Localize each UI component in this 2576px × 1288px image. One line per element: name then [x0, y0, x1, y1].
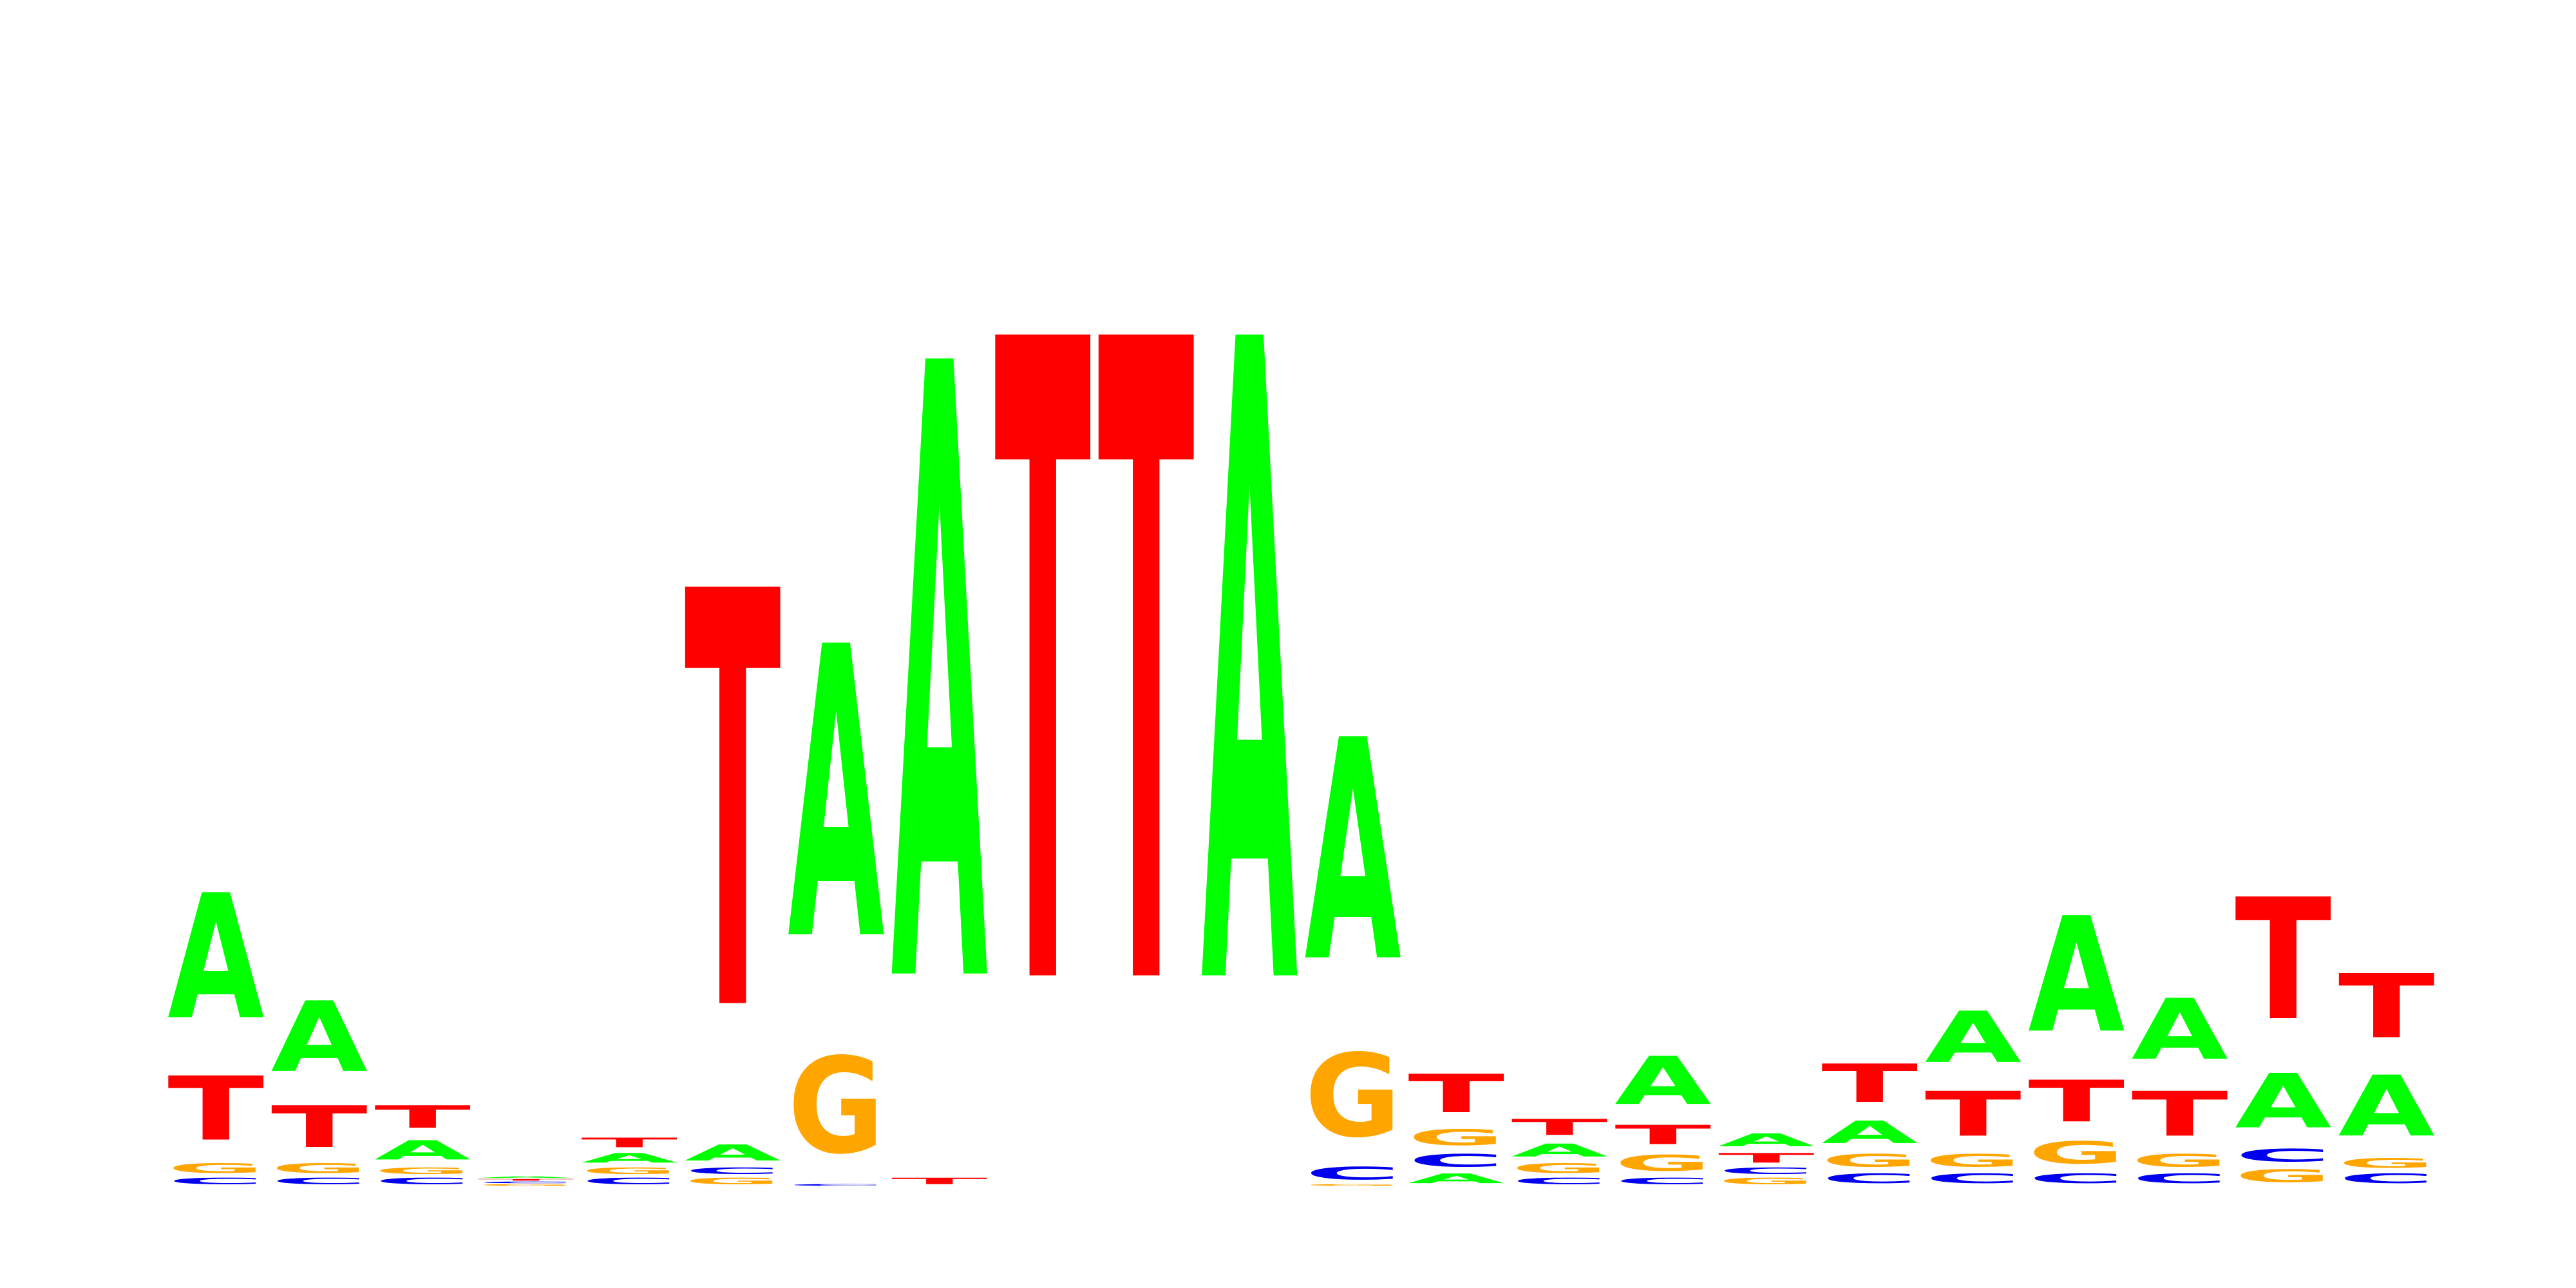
logo-letter-pos7-c-0: C — [788, 1184, 884, 1186]
logo-letter-pos21-g-0: G — [2235, 1166, 2331, 1186]
logo-letter-pos19-c-0: C — [2028, 1171, 2125, 1186]
logo-letter-pos20-a-3: A — [2132, 981, 2228, 1079]
logo-letter-pos1-a-3: A — [167, 858, 264, 1057]
logo-letter-pos13-g-2: G — [1408, 1124, 1504, 1150]
logo-letter-pos15-g-1: G — [1615, 1150, 1711, 1176]
logo-letter-pos18-a-3: A — [1925, 997, 2022, 1079]
logo-letter-pos19-g-1: G — [2028, 1135, 2125, 1171]
logo-letter-pos22-c-0: C — [2338, 1171, 2435, 1186]
logo-letter-pos12-g-0: G — [1305, 1184, 1401, 1186]
logo-letter-pos14-a-2: A — [1511, 1140, 1608, 1160]
logo-letter-pos16-t-2: T — [1718, 1150, 1815, 1166]
logo-letter-pos15-t-2: T — [1615, 1120, 1711, 1151]
logo-letter-pos18-t-2: T — [1925, 1079, 2022, 1150]
logo-letter-pos14-t-3: T — [1511, 1115, 1608, 1141]
logo-letter-pos21-a-2: A — [2235, 1058, 2331, 1145]
logo-letter-pos14-c-0: C — [1511, 1176, 1608, 1186]
logo-letter-pos17-c-0: C — [1821, 1171, 1918, 1186]
logo-letter-pos14-g-1: G — [1511, 1160, 1608, 1176]
logo-letter-pos8-t-0: T — [891, 1176, 988, 1186]
logo-letter-pos5-g-1: G — [581, 1166, 677, 1176]
logo-letter-pos8-a-1: A — [891, 191, 989, 1173]
logo-letter-pos16-g-0: G — [1718, 1176, 1815, 1186]
logo-letter-pos6-a-2: A — [685, 1140, 781, 1166]
logo-letter-pos11-a-0: A — [1201, 159, 1298, 1182]
logo-letter-pos17-t-3: T — [1821, 1054, 1918, 1115]
logo-letter-pos3-t-3: T — [374, 1099, 471, 1135]
logo-letter-pos15-a-3: A — [1615, 1043, 1711, 1120]
logo-letter-pos2-a-3: A — [271, 981, 368, 1094]
logo-letter-pos3-c-0: C — [374, 1176, 471, 1186]
logo-letter-pos2-c-0: C — [271, 1176, 368, 1186]
logo-letter-pos13-a-0: A — [1408, 1171, 1504, 1186]
logo-letter-pos6-g-0: G — [685, 1176, 781, 1186]
logo-letter-pos16-a-3: A — [1718, 1130, 1815, 1151]
logo-letter-pos9-t-0: T — [994, 160, 1092, 1183]
logo-letter-pos22-a-2: A — [2338, 1058, 2435, 1155]
logo-letter-pos21-c-1: C — [2235, 1146, 2331, 1166]
logo-letter-pos2-t-2: T — [271, 1094, 368, 1160]
logo-letter-pos21-t-3: T — [2235, 863, 2331, 1057]
logo-letter-pos17-g-1: G — [1821, 1150, 1918, 1171]
logo-letter-pos5-t-3: T — [581, 1135, 677, 1150]
logo-letter-pos19-a-3: A — [2028, 885, 2125, 1068]
logo-letter-pos13-t-3: T — [1408, 1063, 1504, 1124]
logo-letter-pos19-t-2: T — [2028, 1068, 2125, 1135]
logo-letter-pos4-a-3: A — [478, 1176, 574, 1179]
logo-letter-pos7-a-2: A — [788, 564, 885, 1028]
logo-letter-pos13-c-1: C — [1408, 1151, 1504, 1171]
logo-letter-pos3-g-1: G — [374, 1166, 471, 1176]
logo-letter-pos1-g-1: G — [167, 1160, 264, 1176]
logo-letter-pos20-g-1: G — [2132, 1150, 2228, 1171]
logo-letter-pos10-t-0: T — [1098, 160, 1195, 1183]
logo-letter-pos18-g-1: G — [1925, 1150, 2022, 1171]
logo-letter-pos4-c-1: C — [478, 1181, 574, 1184]
logo-letter-pos6-t-3: T — [685, 473, 782, 1138]
logo-letter-pos4-g-0: G — [478, 1184, 574, 1186]
logo-letter-pos12-g-2: G — [1305, 1030, 1401, 1163]
logo-letter-pos5-c-0: C — [581, 1176, 677, 1186]
logo-letter-pos7-g-1: G — [788, 1030, 884, 1183]
logo-letter-pos5-a-2: A — [581, 1150, 677, 1166]
logo-letter-pos18-c-0: C — [1925, 1171, 2022, 1186]
logo-letter-pos16-c-1: C — [1718, 1166, 1815, 1176]
logo-letter-pos2-g-1: G — [271, 1160, 368, 1176]
logo-letter-pos12-c-1: C — [1305, 1163, 1401, 1184]
logo-letter-pos22-t-3: T — [2338, 956, 2435, 1058]
logo-letter-pos22-g-1: G — [2338, 1155, 2435, 1171]
logo-letter-pos20-t-2: T — [2132, 1079, 2228, 1150]
logo-letter-pos20-c-0: C — [2132, 1171, 2228, 1186]
logo-letter-pos15-c-0: C — [1615, 1176, 1711, 1186]
logo-letter-pos6-c-1: C — [685, 1166, 781, 1176]
logo-letter-pos12-a-3: A — [1305, 676, 1402, 1029]
logo-letter-pos3-a-2: A — [374, 1135, 471, 1166]
logo-letter-pos1-c-0: C — [167, 1176, 264, 1186]
logo-letter-pos17-a-2: A — [1821, 1115, 1918, 1151]
logo-letter-pos1-t-2: T — [167, 1058, 264, 1160]
logo-letter-pos4-t-2: T — [478, 1179, 574, 1181]
